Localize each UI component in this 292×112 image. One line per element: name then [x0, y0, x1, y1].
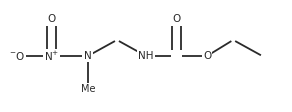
- Text: $^{-}$O: $^{-}$O: [9, 50, 25, 62]
- Text: O: O: [203, 51, 211, 61]
- Text: N$^{+}$: N$^{+}$: [44, 50, 59, 62]
- Text: O: O: [47, 14, 56, 25]
- Text: Me: Me: [81, 84, 95, 94]
- Text: O: O: [172, 14, 181, 25]
- Text: N: N: [84, 51, 92, 61]
- Text: NH: NH: [138, 51, 154, 61]
